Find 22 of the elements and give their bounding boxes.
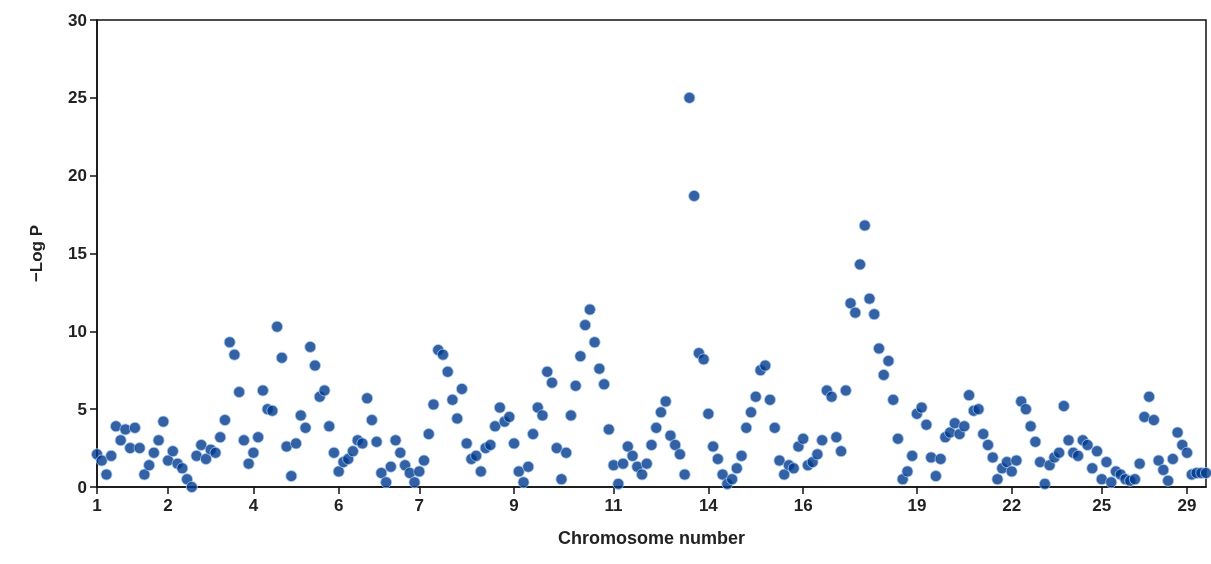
y-tick-label: 25 <box>68 88 87 108</box>
y-tick-label: 20 <box>68 166 87 186</box>
x-tick-label: 16 <box>793 496 813 515</box>
y-tick-label: 0 <box>77 477 87 497</box>
x-tick-label: 6 <box>333 496 344 515</box>
y-tick-label: 30 <box>68 10 87 30</box>
y-axis-title: −Log P <box>27 224 46 283</box>
x-tick-label: 22 <box>1002 496 1022 515</box>
y-tick-label: 15 <box>68 244 87 263</box>
x-axis-title: Chromosome number <box>557 528 746 548</box>
x-tick-label: 2 <box>163 496 173 515</box>
y-tick-label: 5 <box>77 399 87 419</box>
x-tick-label: 1 <box>92 496 102 515</box>
x-tick-label: 25 <box>1092 496 1112 515</box>
x-tick-label: 7 <box>414 496 425 515</box>
x-tick-label: 11 <box>604 496 623 515</box>
x-tick-label: 19 <box>907 496 927 515</box>
x-tick-label: 14 <box>698 496 719 515</box>
x-tick-label: 4 <box>248 496 259 515</box>
y-tick-label: 10 <box>68 321 87 341</box>
x-tick-label: 9 <box>509 496 519 515</box>
x-tick-label: 29 <box>1177 496 1197 515</box>
